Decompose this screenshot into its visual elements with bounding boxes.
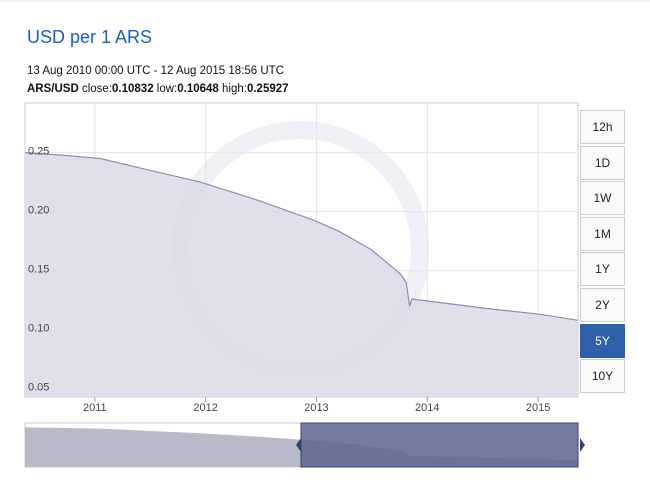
stat-label: high: xyxy=(222,83,247,95)
stat-value: 0.10832 xyxy=(112,83,154,95)
y-tick-label: 0.20 xyxy=(28,205,49,217)
navigator-handle xyxy=(580,438,585,452)
stat-list: close:0.10832 low:0.10648 high:0.25927 xyxy=(82,83,289,95)
title: USD per 1 ARS xyxy=(27,27,153,47)
stat-value: 0.25927 xyxy=(246,83,289,95)
x-tick-label: 2015 xyxy=(526,402,550,414)
y-tick-label: 0.15 xyxy=(28,264,49,276)
pair: ARS/USD xyxy=(27,83,79,95)
range-button[interactable]: 1M xyxy=(580,216,625,251)
stats: ARS/USD close:0.10832 low:0.10648 high:0… xyxy=(27,83,289,95)
range-button[interactable]: 1Y xyxy=(580,252,625,287)
series-line xyxy=(24,152,579,321)
x-tick-label: 2011 xyxy=(83,402,107,414)
y-tick-label: 0.05 xyxy=(28,382,49,394)
x-tick-label: 2012 xyxy=(193,402,217,414)
navigator-selection xyxy=(300,422,579,468)
range-button[interactable]: 1D xyxy=(580,145,625,180)
range-button[interactable]: 2Y xyxy=(580,288,625,322)
date-range: 13 Aug 2010 00:00 UTC - 12 Aug 2015 18:5… xyxy=(27,65,285,77)
series-fill xyxy=(25,152,578,397)
range-button[interactable]: 10Y xyxy=(580,359,625,394)
range-button[interactable]: 1W xyxy=(580,181,625,216)
stat-label: close: xyxy=(81,83,113,95)
range-button[interactable]: 5Y xyxy=(580,323,625,358)
x-tick-label: 2013 xyxy=(304,402,328,414)
y-tick-label: 0.25 xyxy=(28,145,49,157)
stat-label: low: xyxy=(156,83,178,95)
range-button[interactable]: 12h xyxy=(580,110,625,144)
y-tick-label: 0.10 xyxy=(28,323,49,335)
stat-value: 0.10648 xyxy=(177,83,219,95)
navigator-handle xyxy=(296,438,301,452)
x-tick-label: 2014 xyxy=(415,402,439,414)
